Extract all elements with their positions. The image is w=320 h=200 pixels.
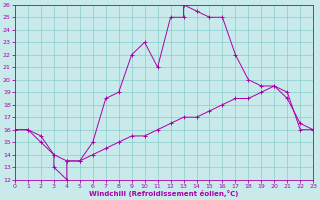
X-axis label: Windchill (Refroidissement éolien,°C): Windchill (Refroidissement éolien,°C) (89, 190, 239, 197)
